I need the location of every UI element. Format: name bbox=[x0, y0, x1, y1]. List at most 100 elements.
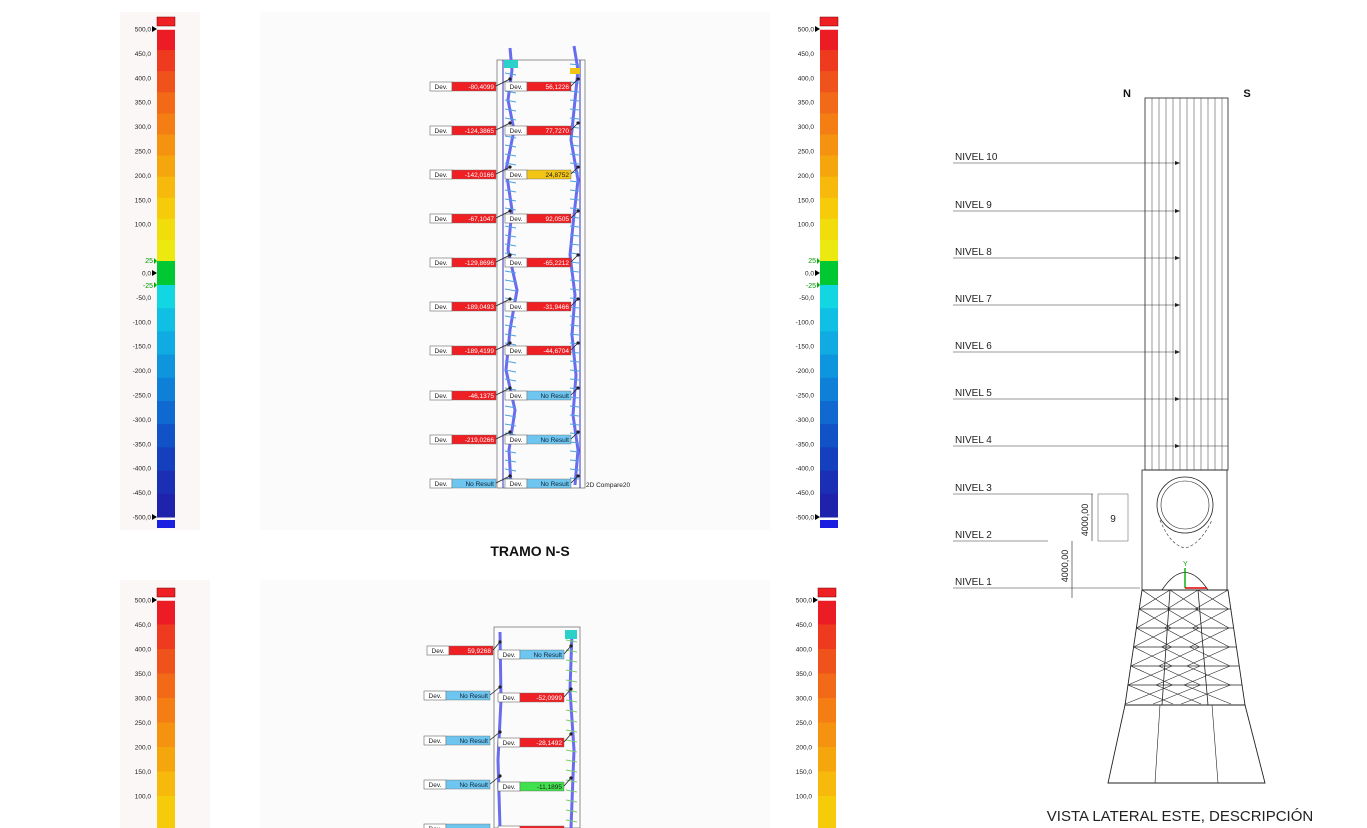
deviation-label: Dev. bbox=[423, 823, 491, 828]
deviation-whisker bbox=[569, 432, 580, 435]
scale-label: 300,0 bbox=[135, 696, 152, 703]
scale-cap-bottom bbox=[820, 520, 838, 528]
lattice-brace bbox=[1195, 589, 1229, 610]
dev-value: No Result bbox=[540, 393, 569, 400]
scale-band bbox=[157, 673, 175, 699]
deviation-label: Dev. -129,8696 bbox=[429, 257, 497, 268]
leader-point bbox=[576, 297, 580, 301]
scale-band bbox=[157, 470, 175, 495]
deviation-label: Dev. No Result bbox=[497, 649, 565, 660]
dev-value: No Result bbox=[540, 481, 569, 488]
leader-line bbox=[570, 122, 579, 131]
dev-value-box bbox=[526, 257, 572, 268]
scale-label: -200,0 bbox=[796, 368, 815, 375]
scale-marker bbox=[152, 270, 157, 276]
scale-cap-bottom bbox=[157, 520, 175, 528]
scale-band bbox=[820, 424, 838, 448]
axis-y-label: Y bbox=[1183, 561, 1188, 568]
dev-value: 77,7270 bbox=[546, 128, 570, 135]
scale-label: 100,0 bbox=[135, 222, 152, 229]
deviation-label: Dev. -65,2212 bbox=[504, 257, 572, 268]
left-column-profile bbox=[496, 631, 503, 828]
lattice-brace bbox=[1136, 608, 1171, 629]
deviation-label: Dev. No Result bbox=[423, 690, 491, 701]
dev-value: -52,0999 bbox=[536, 695, 562, 702]
dev-value: -219,0266 bbox=[465, 437, 495, 444]
lattice-brace bbox=[1161, 646, 1201, 667]
dev-value-box bbox=[451, 257, 497, 268]
leader-point bbox=[508, 386, 512, 390]
deviation-whisker bbox=[569, 270, 580, 273]
level-label: NIVEL 9 bbox=[955, 200, 992, 211]
scale-label: 0,0 bbox=[805, 271, 814, 278]
dev-tag-text: Dev. bbox=[503, 784, 516, 791]
leader-point bbox=[498, 730, 502, 734]
deviation-whisker bbox=[504, 117, 517, 121]
lattice-brace bbox=[1192, 608, 1229, 629]
scale-band bbox=[157, 71, 175, 93]
dev-tag-text: Dev. bbox=[510, 128, 523, 135]
dev-value: -65,2212 bbox=[543, 260, 569, 267]
deviation-whisker bbox=[504, 459, 517, 463]
scale-marker bbox=[817, 258, 820, 264]
deviation-whisker bbox=[569, 288, 580, 291]
deviation-whisker bbox=[569, 126, 580, 129]
scale-tol-label: 25 bbox=[808, 258, 816, 265]
deviation-whisker bbox=[569, 468, 580, 471]
deviation-whisker bbox=[569, 441, 580, 444]
deviation-whisker bbox=[569, 306, 580, 309]
dev-value: 56,1226 bbox=[546, 84, 570, 91]
deviation-whisker bbox=[504, 423, 517, 427]
deviation-whisker bbox=[565, 699, 578, 703]
leader-point bbox=[576, 341, 580, 345]
scale-marker bbox=[813, 597, 818, 603]
scale-band bbox=[820, 71, 838, 93]
deviation-label: Dev. 24,8752 bbox=[504, 169, 572, 180]
deviation-whisker bbox=[569, 477, 580, 480]
deviation-whisker bbox=[504, 405, 517, 409]
dev-value: -189,4199 bbox=[465, 348, 495, 355]
scale-label: 150,0 bbox=[135, 769, 152, 776]
scale-band bbox=[157, 134, 175, 157]
dev-tag-text: Dev. bbox=[435, 172, 448, 179]
scale-band bbox=[820, 239, 838, 262]
dev-value-box bbox=[451, 390, 497, 401]
scale-band bbox=[820, 29, 838, 51]
deviation-whisker bbox=[504, 333, 517, 337]
scale-band bbox=[820, 447, 838, 472]
leader-line bbox=[495, 342, 511, 351]
dev-value-box bbox=[451, 301, 497, 312]
deviation-whisker bbox=[565, 799, 578, 803]
dev-value: -129,8696 bbox=[465, 260, 495, 267]
scale-label: 250,0 bbox=[135, 720, 152, 727]
leader-line bbox=[563, 777, 572, 787]
leader-point bbox=[576, 77, 580, 81]
scale-cap-top bbox=[819, 16, 839, 27]
deviation-whisker bbox=[569, 135, 580, 138]
deviation-label: Dev. -67,1047 bbox=[429, 213, 497, 224]
leader-line bbox=[570, 210, 579, 219]
deviation-whisker bbox=[569, 108, 580, 111]
dev-tag-text: Dev. bbox=[510, 260, 523, 267]
level-marker bbox=[1175, 397, 1180, 401]
opening-circle-inner bbox=[1160, 480, 1210, 530]
deviation-label: Dev. -52,0999 bbox=[497, 692, 565, 703]
leader-line bbox=[495, 254, 511, 263]
dev-value-box bbox=[526, 434, 572, 445]
deviation-whisker bbox=[565, 739, 578, 743]
dev-value-box bbox=[519, 737, 565, 748]
scale-label: 0,0 bbox=[142, 271, 151, 278]
dev-tag-text: Dev. bbox=[429, 693, 442, 700]
lattice-brace bbox=[1186, 646, 1230, 667]
deviation-whisker bbox=[504, 144, 517, 148]
leader-point bbox=[569, 687, 573, 691]
leader-line bbox=[570, 78, 579, 87]
leader-point bbox=[508, 253, 512, 257]
scale-band bbox=[157, 331, 175, 356]
deviation-whisker bbox=[569, 198, 580, 201]
color-scales: 25-25500,0450,0400,0350,0300,0250,0200,0… bbox=[133, 16, 839, 828]
deviation-whisker bbox=[504, 180, 517, 184]
deviation-whisker bbox=[569, 234, 580, 237]
scale-tol-label: 25 bbox=[145, 258, 153, 265]
level-marker bbox=[1175, 444, 1180, 448]
